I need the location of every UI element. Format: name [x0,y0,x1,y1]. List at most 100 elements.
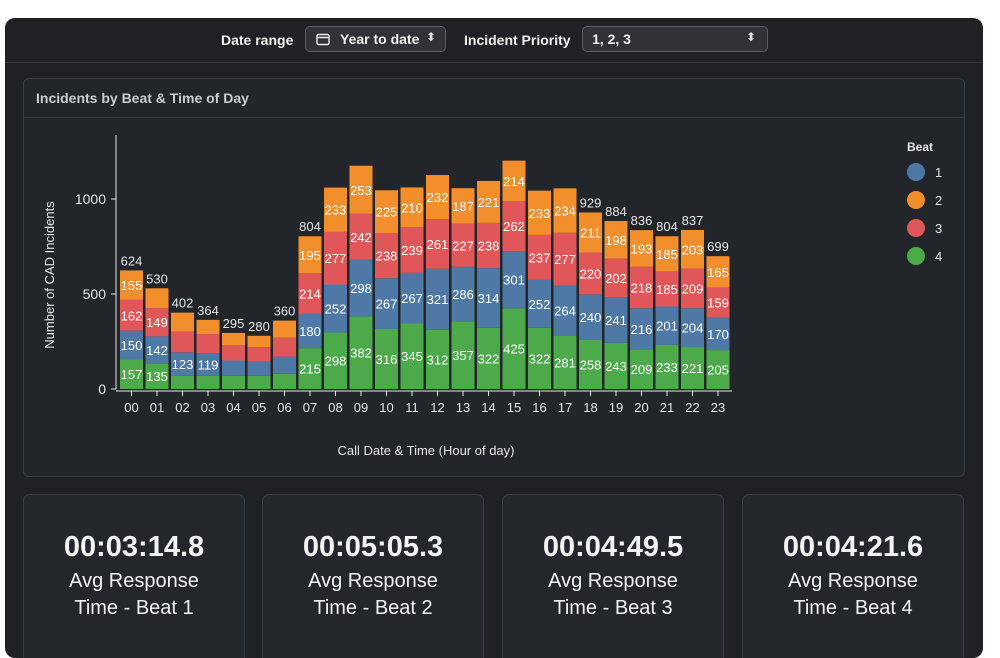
bar-segment-beat-3 [426,219,449,269]
total-label: 837 [682,213,704,228]
total-label: 929 [580,195,602,210]
data-label: 281 [554,355,576,370]
data-label: 382 [350,346,372,361]
bar-segment-beat-3 [222,345,245,361]
bar-segment-beat-3 [477,222,500,269]
bar-segment-beat-3 [502,201,526,252]
dashboard-window: Date range Year to date ⬍ Incident Prior… [5,18,983,658]
x-tick-label: 02 [175,400,189,415]
stat-card-beat-1: 00:03:14.8 Avg Response Time - Beat 1 [23,494,245,658]
bar-segment-beat-4 [273,373,296,389]
data-label: 119 [198,357,219,372]
data-label: 240 [580,310,602,325]
x-tick-label: 07 [303,400,317,415]
bar-segment-beat-1 [502,251,526,309]
bar-segment-beat-3 [400,227,424,273]
data-label: 187 [452,199,474,214]
data-label: 170 [707,327,729,342]
select-arrows-icon: ⬍ [426,30,437,44]
data-label: 258 [580,357,602,372]
x-tick-label: 16 [532,400,546,415]
bar-segment-beat-2 [171,312,194,332]
data-label: 267 [401,291,423,306]
y-tick-label: 500 [83,286,107,302]
stat-value: 00:03:14.8 [63,531,205,563]
data-label: 233 [656,360,678,375]
bar-segment-beat-3 [553,232,577,286]
calendar-icon [316,33,330,46]
bar-segment-beat-2 [120,270,143,300]
bar-segment-beat-4 [451,321,475,389]
bar-segment-beat-2 [273,320,296,338]
bar-segment-beat-4 [502,308,526,389]
data-label: 267 [376,297,398,312]
total-label: 530 [146,271,168,286]
bar-segment-beat-3 [324,231,347,285]
stat-label: Avg Response Time - Beat 2 [308,570,438,619]
data-label: 264 [554,304,576,319]
data-label: 215 [299,362,321,377]
total-label: 836 [631,213,653,228]
bar-segment-beat-4 [655,344,679,389]
bar-segment-beat-2 [706,256,730,288]
data-label: 301 [503,273,525,288]
bar-segment-beat-1 [145,336,169,364]
bar-segment-beat-1 [579,294,602,340]
bar-segment-beat-2 [655,236,679,272]
data-label: 241 [605,313,627,328]
bar-segment-beat-2 [553,188,577,233]
bar-segment-beat-2 [400,187,424,228]
bar-segment-beat-1 [655,306,679,345]
bar-segment-beat-4 [375,328,398,389]
bar-segment-beat-4 [706,350,730,389]
bar-segment-beat-2 [324,187,347,232]
data-label: 227 [452,238,474,253]
bar-segment-beat-1 [400,272,424,324]
data-label: 277 [325,251,347,266]
data-label: 239 [401,243,423,258]
y-axis-title: Number of CAD Incidents [42,201,57,349]
data-label: 425 [503,342,525,357]
stat-card-beat-4: 00:04:21.6 Avg Response Time - Beat 4 [742,494,964,658]
priority-select[interactable]: 1, 2, 3 ⬍ [582,26,768,52]
bar-segment-beat-3 [196,334,220,354]
x-tick-label: 14 [481,400,495,415]
bar-segment-beat-4 [681,347,704,389]
bar-segment-beat-1 [706,317,730,351]
bar-segment-beat-1 [273,356,296,374]
x-tick-label: 15 [507,400,521,415]
date-range-select[interactable]: Year to date ⬍ [305,26,446,52]
data-label: 185 [656,282,678,297]
data-label: 238 [478,239,500,254]
data-label: 357 [452,348,474,363]
data-label: 155 [121,278,143,293]
bar-segment-beat-1 [349,259,373,317]
data-label: 286 [452,287,474,302]
legend-title: Beat [907,140,933,154]
bar-segment-beat-3 [681,268,704,309]
data-label: 209 [682,281,704,296]
data-label: 165 [707,265,729,280]
data-label: 221 [682,361,704,376]
bar-segment-beat-2 [579,212,602,253]
bar-segment-beat-2 [426,175,449,220]
bar-segment-beat-3 [247,347,271,362]
bar-segment-beat-1 [630,308,653,350]
data-label: 238 [376,249,398,264]
bar-segment-beat-1 [171,352,194,376]
total-label: 804 [299,219,321,234]
bar-segment-beat-1 [426,268,449,330]
legend-label: 4 [935,249,942,264]
bar-segment-beat-4 [222,375,245,389]
bar-segment-beat-4 [477,327,500,389]
bar-segment-beat-4 [528,327,551,389]
data-label: 277 [554,252,576,267]
bar-segment-beat-2 [222,332,245,346]
bar-segment-beat-3 [630,266,653,309]
legend-swatch-beat-1 [907,163,925,181]
data-label: 159 [707,296,729,311]
data-label: 205 [707,363,729,378]
bar-segment-beat-4 [120,359,143,389]
data-label: 157 [121,367,143,382]
bar-segment-beat-4 [145,363,169,389]
